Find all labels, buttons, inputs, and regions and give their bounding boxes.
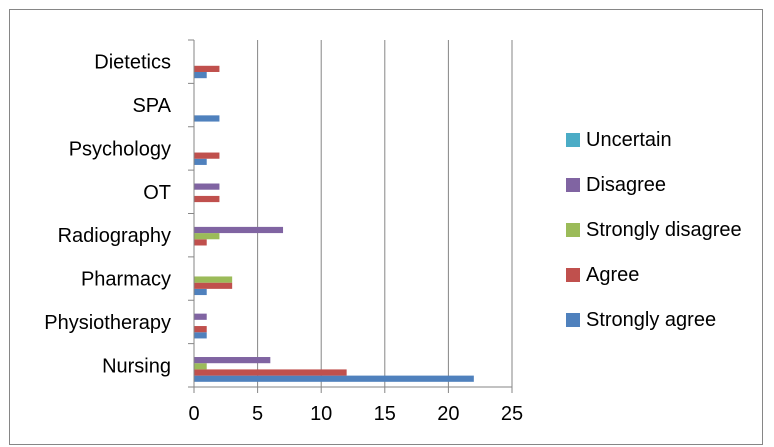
- legend-swatch: [566, 313, 580, 327]
- y-tick-label: Psychology: [69, 138, 171, 160]
- legend-item: Disagree: [566, 173, 666, 197]
- legend-swatch: [566, 268, 580, 282]
- legend-swatch: [566, 178, 580, 192]
- bar: [194, 332, 207, 339]
- y-tick-label: Dietetics: [94, 52, 171, 74]
- bar: [194, 313, 207, 320]
- y-tick-label: Pharmacy: [81, 269, 171, 291]
- x-tick-label: 15: [374, 403, 396, 425]
- bar: [194, 369, 347, 376]
- bar: [194, 226, 284, 234]
- legend-label: Uncertain: [586, 128, 672, 151]
- y-tick-label: OT: [143, 182, 171, 204]
- x-tick-label: 20: [437, 403, 459, 425]
- chart-frame: [9, 9, 763, 445]
- bar: [194, 71, 207, 79]
- legend-label: Agree: [586, 263, 640, 286]
- bar: [194, 183, 220, 190]
- legend-item: Strongly agree: [566, 308, 716, 332]
- x-tick-label: 10: [310, 403, 332, 425]
- legend-swatch: [566, 223, 580, 237]
- bar: [194, 276, 233, 283]
- bar: [194, 152, 220, 159]
- bar: [194, 326, 207, 333]
- legend-label: Strongly disagree: [586, 218, 742, 241]
- bar: [194, 282, 233, 289]
- bar: [194, 158, 207, 165]
- x-tick-label: 25: [501, 403, 523, 425]
- bar: [194, 195, 220, 203]
- x-tick-label: 5: [252, 403, 263, 425]
- bar: [194, 239, 207, 246]
- bar: [194, 65, 220, 72]
- y-tick-label: Radiography: [58, 225, 171, 247]
- legend-item: Uncertain: [566, 128, 672, 152]
- y-tick-label: SPA: [132, 95, 171, 117]
- y-tick-label: Nursing: [102, 355, 171, 377]
- legend-swatch: [566, 133, 580, 147]
- y-tick-label: Physiotherapy: [44, 312, 171, 334]
- bar: [194, 115, 220, 122]
- bar: [194, 363, 207, 370]
- legend-label: Strongly agree: [586, 308, 717, 331]
- bar: [194, 375, 474, 382]
- legend-item: Strongly disagree: [566, 218, 742, 242]
- bar: [194, 288, 207, 296]
- legend-item: Agree: [566, 263, 639, 287]
- bar: [194, 357, 271, 364]
- legend-label: Disagree: [586, 173, 667, 196]
- x-tick-label: 0: [188, 403, 199, 425]
- bar: [194, 233, 220, 240]
